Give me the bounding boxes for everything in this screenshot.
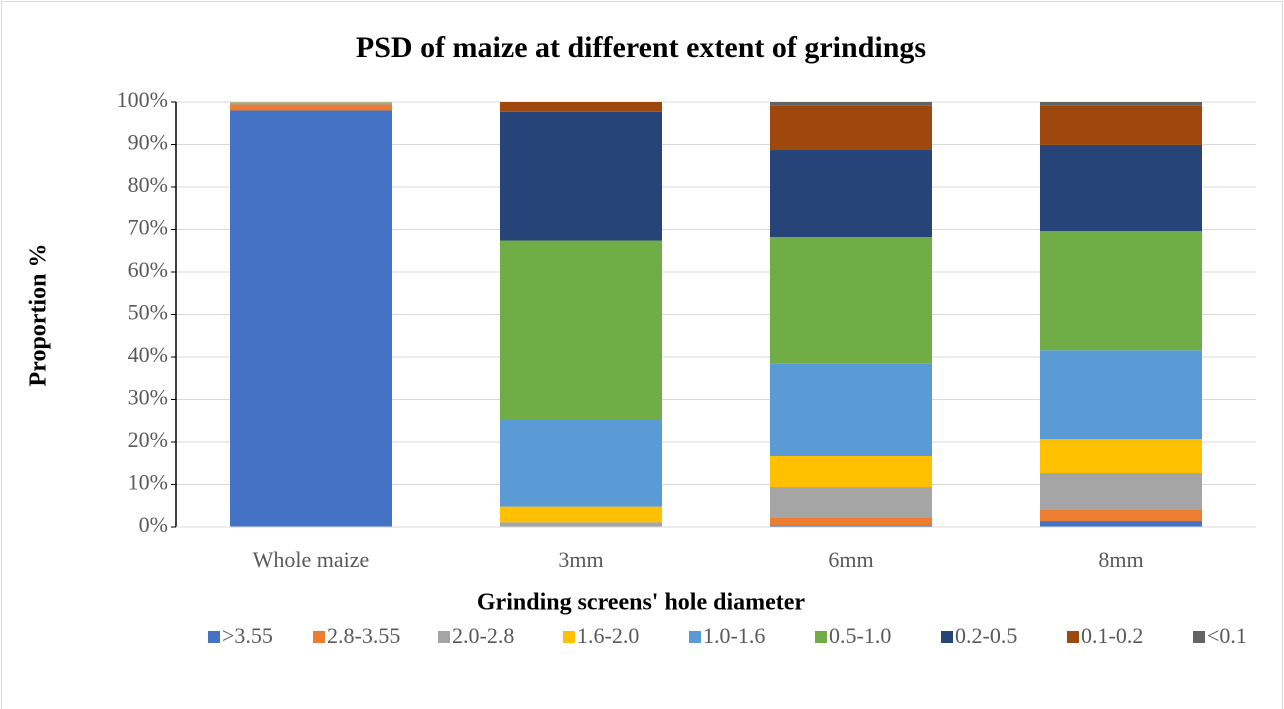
bar-segment	[1040, 144, 1202, 232]
bar-segment	[770, 102, 932, 106]
y-tick-label: 70%	[128, 215, 168, 240]
bar-segment	[770, 105, 932, 151]
legend-label: 2.0-2.8	[452, 623, 514, 648]
legend-swatch	[438, 631, 450, 643]
y-tick-label: 80%	[128, 172, 168, 197]
chart-title: PSD of maize at different extent of grin…	[356, 31, 926, 64]
legend-label: 2.8-3.55	[327, 623, 400, 648]
legend-label: >3.55	[222, 623, 273, 648]
y-tick-label: 90%	[128, 130, 168, 155]
legend-swatch	[208, 631, 220, 643]
legend-swatch	[941, 631, 953, 643]
bar-segment	[1040, 102, 1202, 106]
bar-segment	[770, 150, 932, 238]
y-tick-label: 50%	[128, 300, 168, 325]
bar-segment	[770, 525, 932, 527]
y-tick-label: 60%	[128, 257, 168, 282]
y-tick-label: 0%	[139, 512, 168, 537]
y-tick-label: 30%	[128, 385, 168, 410]
y-tick-label: 10%	[128, 470, 168, 495]
legend-label: 1.6-2.0	[577, 623, 639, 648]
legend-swatch	[1193, 631, 1205, 643]
y-axis-title: Proportion %	[26, 244, 52, 387]
bar-segment	[500, 111, 662, 241]
legend-swatch	[1067, 631, 1079, 643]
bar-segment	[1040, 439, 1202, 474]
bar-segment	[230, 110, 392, 527]
bar-segment	[770, 363, 932, 457]
legend-label: 0.1-0.2	[1081, 623, 1143, 648]
bar-segment	[500, 102, 662, 112]
bar-segment	[770, 487, 932, 518]
bar-segment	[500, 419, 662, 507]
bar-segment	[770, 517, 932, 526]
legend-label: <0.1	[1207, 623, 1247, 648]
x-tick-label: 6mm	[828, 547, 873, 572]
legend-label: 0.2-0.5	[955, 623, 1017, 648]
legend-label: 1.0-1.6	[703, 623, 765, 648]
legend-label: 0.5-1.0	[829, 623, 891, 648]
y-tick-label: 40%	[128, 342, 168, 367]
y-tick-label: 100%	[117, 87, 168, 112]
bar-segment	[500, 506, 662, 523]
bar-segment	[230, 104, 392, 111]
bar-segment	[770, 237, 932, 364]
x-tick-label: 8mm	[1098, 547, 1143, 572]
bar-segment	[500, 240, 662, 420]
bar-segment	[1040, 105, 1202, 145]
bar-segment	[1040, 510, 1202, 522]
legend-swatch	[563, 631, 575, 643]
y-tick-label: 20%	[128, 427, 168, 452]
bar-segment	[1040, 521, 1202, 527]
bar-segment	[1040, 350, 1202, 440]
bar-segment	[770, 456, 932, 488]
legend-swatch	[815, 631, 827, 643]
bar-segment	[230, 102, 392, 105]
legend-swatch	[313, 631, 325, 643]
bar-segment	[1040, 231, 1202, 351]
legend-swatch	[689, 631, 701, 643]
x-tick-label: Whole maize	[253, 547, 370, 572]
x-tick-label: 3mm	[558, 547, 603, 572]
bar-segment	[1040, 473, 1202, 510]
x-axis-title: Grinding screens' hole diameter	[477, 590, 806, 616]
bar-segment	[500, 522, 662, 527]
